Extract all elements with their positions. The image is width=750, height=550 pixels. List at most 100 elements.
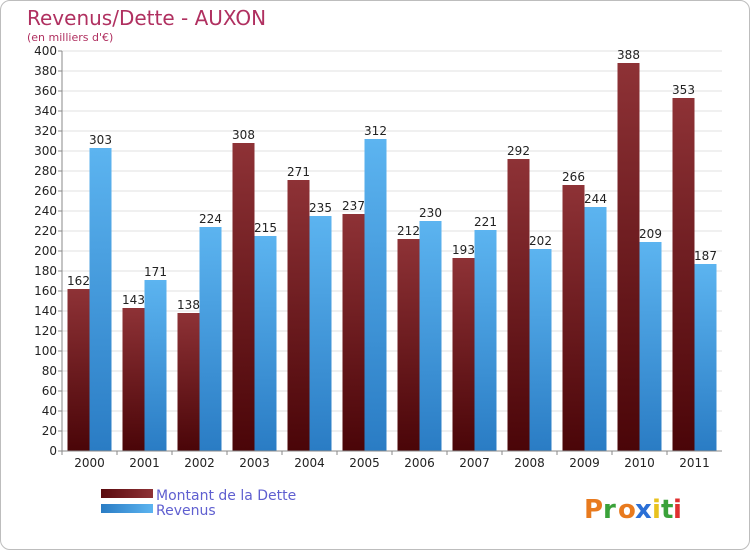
bar-revenus xyxy=(529,249,552,451)
value-label: 193 xyxy=(452,243,475,257)
y-tick-label: 40 xyxy=(42,404,57,418)
value-label: 235 xyxy=(309,201,332,215)
bar-debt xyxy=(452,258,475,451)
value-label: 388 xyxy=(617,48,640,62)
x-tick-label: 2002 xyxy=(184,456,215,470)
bar-revenus xyxy=(364,139,387,451)
bar-debt xyxy=(617,63,640,451)
bar-revenus xyxy=(144,280,167,451)
y-tick-label: 260 xyxy=(34,184,57,198)
x-tick-label: 2008 xyxy=(514,456,545,470)
value-label: 143 xyxy=(122,293,145,307)
bar-debt xyxy=(672,98,695,451)
y-tick-label: 200 xyxy=(34,244,57,258)
y-tick-label: 140 xyxy=(34,304,57,318)
logo-letter: x xyxy=(635,495,652,525)
value-label: 230 xyxy=(419,206,442,220)
y-tick-label: 80 xyxy=(42,364,57,378)
x-tick-label: 2000 xyxy=(74,456,105,470)
y-tick-label: 300 xyxy=(34,144,57,158)
bar-revenus xyxy=(419,221,442,451)
legend-label-revenus: Revenus xyxy=(156,503,216,519)
bar-debt xyxy=(287,180,310,451)
y-axis-ticks: 0 20 40 60 80 100 120 140 160 180 200 220 240 260 280 3… xyxy=(34,44,62,458)
y-tick-label: 280 xyxy=(34,164,57,178)
bar-debt xyxy=(122,308,145,451)
bar-debt xyxy=(397,239,420,451)
value-label: 187 xyxy=(694,249,717,263)
x-tick-label: 2001 xyxy=(129,456,160,470)
value-label: 353 xyxy=(672,83,695,97)
bar-revenus xyxy=(639,242,662,451)
value-label: 303 xyxy=(89,133,112,147)
logo-letter: t xyxy=(661,495,673,525)
value-label: 292 xyxy=(507,144,530,158)
x-tick-label: 2007 xyxy=(459,456,490,470)
bar-debt xyxy=(342,214,365,451)
value-label: 138 xyxy=(177,298,200,312)
legend: Montant de la Dette Revenus xyxy=(101,488,296,519)
x-tick-label: 2004 xyxy=(294,456,325,470)
bar-revenus xyxy=(89,148,112,451)
y-tick-label: 0 xyxy=(49,444,57,458)
logo-letter: i xyxy=(652,495,661,525)
logo-letter: r xyxy=(603,495,616,525)
legend-swatch-debt xyxy=(101,489,153,498)
value-label: 221 xyxy=(474,215,497,229)
y-tick-label: 320 xyxy=(34,124,57,138)
bar-revenus xyxy=(254,236,277,451)
value-label: 271 xyxy=(287,165,310,179)
bar-debt xyxy=(232,143,255,451)
legend-swatch-revenus xyxy=(101,504,153,513)
y-tick-label: 60 xyxy=(42,384,57,398)
bar-revenus xyxy=(694,264,717,451)
chart-subtitle: (en milliers d'€) xyxy=(27,31,113,44)
y-tick-label: 380 xyxy=(34,64,57,78)
value-labels: 162 303 143 171 138 224 308 215 271 235 237 312 212 2… xyxy=(67,48,717,312)
y-tick-label: 160 xyxy=(34,284,57,298)
y-tick-label: 220 xyxy=(34,224,57,238)
bar-debt xyxy=(562,185,585,451)
value-label: 202 xyxy=(529,234,552,248)
value-label: 171 xyxy=(144,265,167,279)
value-label: 308 xyxy=(232,128,255,142)
bar-debt xyxy=(507,159,530,451)
x-tick-label: 2003 xyxy=(239,456,270,470)
value-label: 266 xyxy=(562,170,585,184)
grid-lines xyxy=(62,50,722,452)
y-tick-label: 120 xyxy=(34,324,57,338)
x-tick-label: 2011 xyxy=(679,456,710,470)
x-axis-ticks: 2000 2001 2002 2003 2004 2005 2006 2007 2008 2009… xyxy=(61,451,710,470)
bar-debt xyxy=(67,289,90,451)
x-tick-label: 2009 xyxy=(569,456,600,470)
y-tick-label: 340 xyxy=(34,104,57,118)
y-tick-label: 400 xyxy=(34,44,57,58)
bars xyxy=(67,63,717,451)
value-label: 237 xyxy=(342,199,365,213)
value-label: 312 xyxy=(364,124,387,138)
bar-revenus xyxy=(584,207,607,451)
x-tick-label: 2006 xyxy=(404,456,435,470)
logo-letter: P xyxy=(584,495,603,525)
bar-revenus xyxy=(199,227,222,451)
logo-letter: o xyxy=(618,495,636,525)
y-tick-label: 180 xyxy=(34,264,57,278)
x-tick-label: 2005 xyxy=(349,456,380,470)
y-tick-label: 100 xyxy=(34,344,57,358)
bar-revenus xyxy=(309,216,332,451)
bar-debt xyxy=(177,313,200,451)
y-tick-label: 240 xyxy=(34,204,57,218)
value-label: 162 xyxy=(67,274,90,288)
chart-title: Revenus/Dette - AUXON xyxy=(27,6,266,30)
value-label: 209 xyxy=(639,227,662,241)
bar-revenus xyxy=(474,230,497,451)
value-label: 215 xyxy=(254,221,277,235)
value-label: 244 xyxy=(584,192,607,206)
value-label: 212 xyxy=(397,224,420,238)
legend-label-debt: Montant de la Dette xyxy=(156,488,296,504)
y-tick-label: 360 xyxy=(34,84,57,98)
logo-letter: i xyxy=(673,495,682,525)
